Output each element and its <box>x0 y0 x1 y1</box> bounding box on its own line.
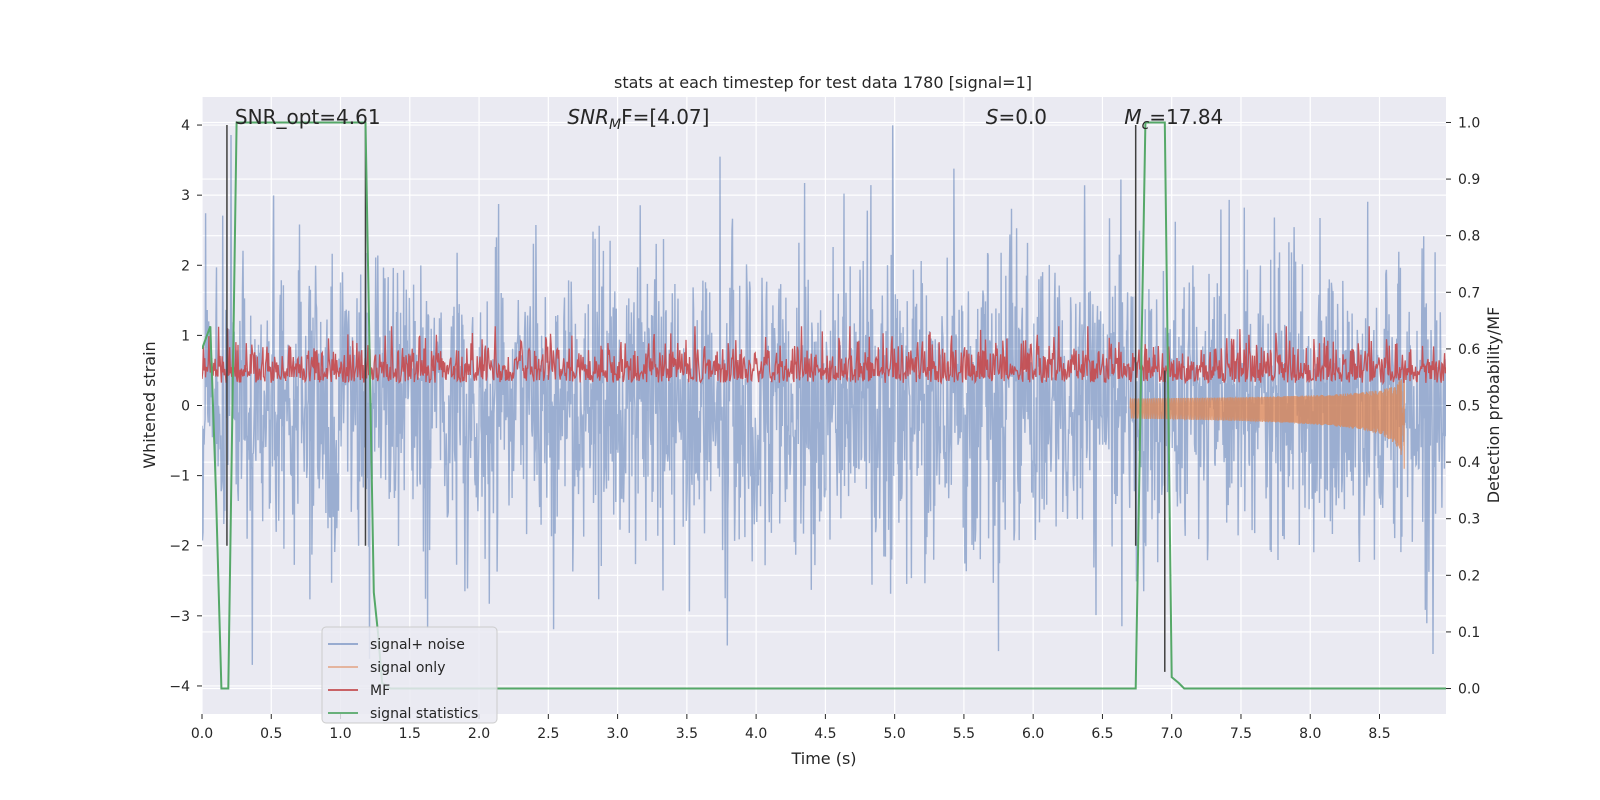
y-right-tick-label: 0.6 <box>1458 342 1480 358</box>
x-tick-label: 1.0 <box>329 726 351 742</box>
y-tick-label: −1 <box>169 469 190 485</box>
x-tick-label: 3.0 <box>606 726 628 742</box>
legend-label: signal statistics <box>370 706 478 722</box>
y-tick-label: −4 <box>169 679 190 695</box>
x-tick-label: 5.5 <box>953 726 975 742</box>
y-tick-label: −2 <box>169 539 190 555</box>
y-tick-label: 0 <box>181 399 190 415</box>
y-right-tick-label: 1.0 <box>1458 115 1480 131</box>
annotation-text: Mc=17.84 <box>1124 105 1223 133</box>
y-right-tick-label: 0.5 <box>1458 399 1480 415</box>
y-right-tick-label: 0.1 <box>1458 625 1480 641</box>
x-axis-ticks: 0.0 0.5 1.0 1.5 2.0 2.5 3.0 3.5 4.0 4.5 5.0 5.5 6.0 6… <box>191 714 1391 742</box>
y-axis-ticks: −4 −3 −2 −1 0 1 2 3 4 <box>169 118 202 695</box>
x-tick-label: 2.0 <box>468 726 490 742</box>
y-right-tick-label: 0.2 <box>1458 568 1480 584</box>
y-axis-label: Whitened strain <box>140 341 159 468</box>
y-tick-label: −3 <box>169 609 190 625</box>
legend-box <box>321 626 498 724</box>
series-signal-noise <box>202 125 1446 665</box>
y-right-tick-label: 0.8 <box>1458 229 1480 245</box>
y-tick-label: 1 <box>181 328 190 344</box>
annotation-text: SNR_opt=4.61 <box>235 105 381 129</box>
x-tick-label: 7.0 <box>1161 726 1183 742</box>
y-right-tick-label: 0.4 <box>1458 455 1480 471</box>
y-tick-label: 2 <box>181 258 190 274</box>
legend-label: MF <box>370 683 390 699</box>
y-axis-right-label: Detection probability/MF <box>1484 307 1503 504</box>
x-tick-label: 8.0 <box>1299 726 1321 742</box>
x-axis-label: Time (s) <box>790 749 856 768</box>
mf-line <box>202 326 1446 386</box>
annotation-text: SNRMF=[4.07] <box>567 105 709 133</box>
y-tick-label: 4 <box>181 118 190 134</box>
chart-title: stats at each timestep for test data 178… <box>614 73 1032 92</box>
x-tick-label: 3.5 <box>676 726 698 742</box>
x-tick-label: 6.0 <box>1022 726 1044 742</box>
x-tick-label: 0.0 <box>191 726 213 742</box>
x-tick-label: 5.0 <box>884 726 906 742</box>
legend-label: signal only <box>370 660 445 676</box>
annotation-text: S=0.0 <box>986 105 1047 129</box>
x-tick-label: 7.5 <box>1230 726 1252 742</box>
x-tick-label: 8.5 <box>1368 726 1390 742</box>
y-axis-right-ticks: 0.0 0.1 0.2 0.3 0.4 0.5 0.6 0.7 0.8 0.9 1.0 <box>1446 115 1480 698</box>
x-tick-label: 1.5 <box>399 726 421 742</box>
signal-only-line <box>1129 373 1405 469</box>
y-right-tick-label: 0.0 <box>1458 682 1480 698</box>
y-right-tick-label: 0.7 <box>1458 285 1480 301</box>
x-tick-label: 2.5 <box>537 726 559 742</box>
x-tick-label: 0.5 <box>260 726 282 742</box>
series-signal-only <box>1129 373 1405 469</box>
x-tick-label: 4.5 <box>814 726 836 742</box>
y-right-tick-label: 0.3 <box>1458 512 1480 528</box>
annotations: SNR_opt=4.61 SNRMF=[4.07] S=0.0 Mc=17.84 <box>235 105 1223 133</box>
y-tick-label: 3 <box>181 188 190 204</box>
noise-line <box>202 125 1446 665</box>
x-tick-label: 6.5 <box>1091 726 1113 742</box>
legend: signal+ noise signal only MF signal statist… <box>321 626 498 724</box>
y-right-tick-label: 0.9 <box>1458 172 1480 188</box>
x-tick-label: 4.0 <box>745 726 767 742</box>
series-mf <box>202 326 1446 386</box>
legend-label: signal+ noise <box>370 637 465 653</box>
vertical-markers <box>226 125 1166 672</box>
